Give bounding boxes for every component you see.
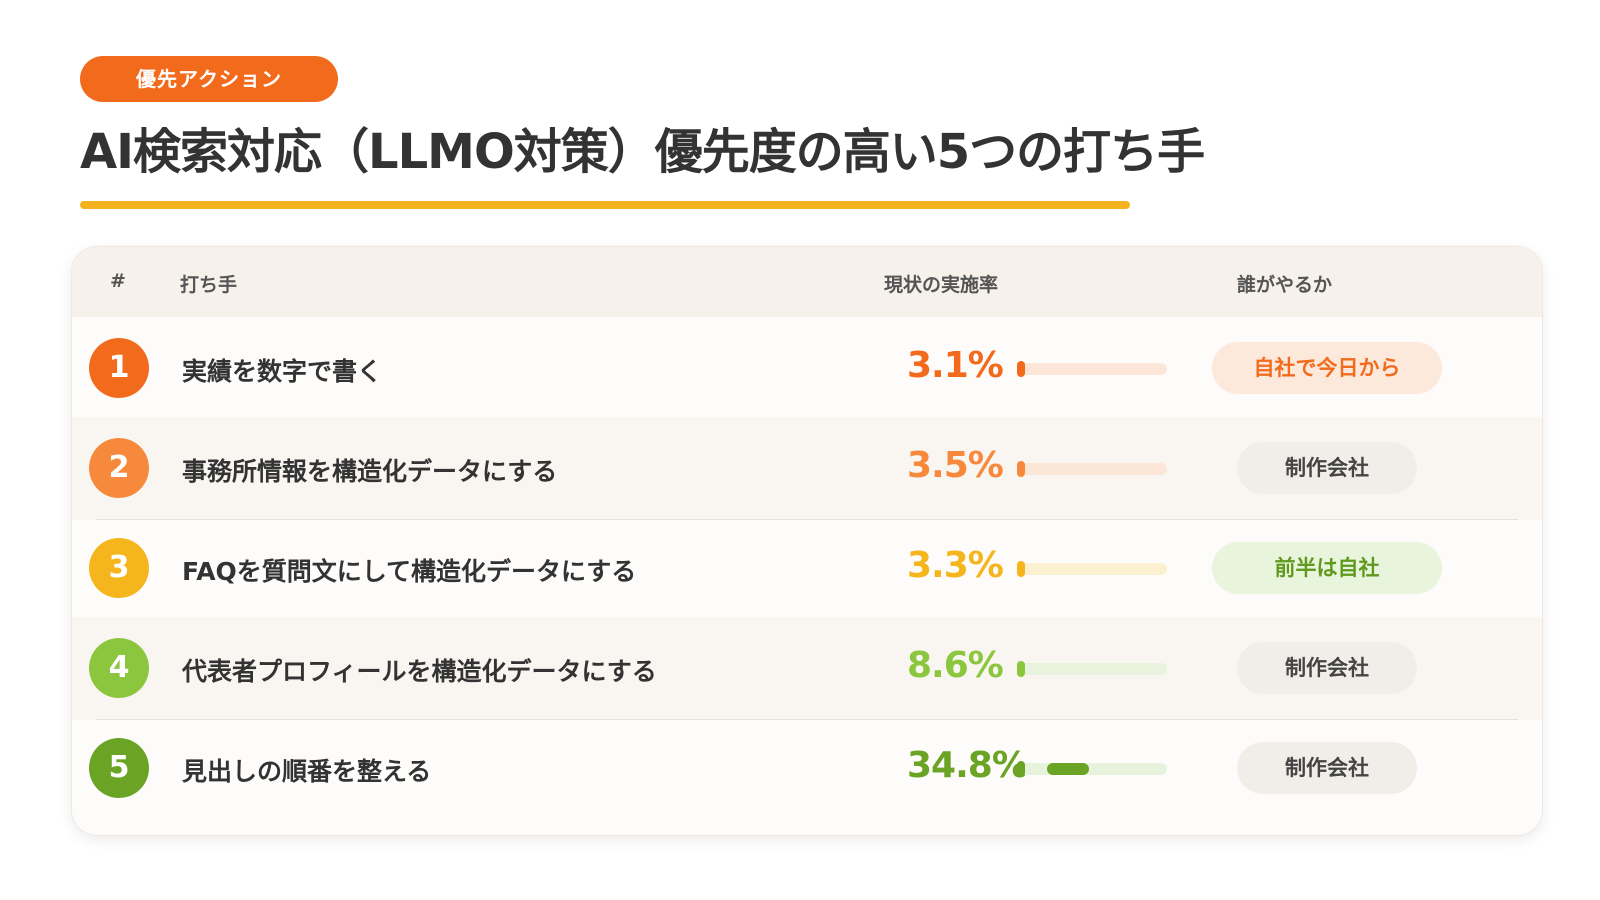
owner-badge: 制作会社 (1237, 642, 1417, 694)
rate-bar (1017, 661, 1167, 677)
title-underline (80, 201, 1130, 209)
action-label: FAQを質問文にして構造化データにする (182, 557, 637, 586)
owner-badge: 自社で今日から (1212, 342, 1442, 394)
rate-value: 3.1% (907, 345, 1004, 386)
column-header-rate: 現状の実施率 (884, 274, 999, 296)
rate-bar-start (1017, 561, 1025, 577)
action-label: 実績を数字で書く (182, 357, 383, 386)
rate-bar-start (1017, 361, 1025, 377)
column-header-owner: 誰がやるか (1237, 274, 1333, 296)
table-header: # 打ち手 現状の実施率 誰がやるか (72, 247, 1542, 317)
rate-bar-start (1017, 461, 1025, 477)
rank-number: 5 (89, 738, 149, 798)
rate-bar-start (1017, 761, 1025, 777)
table-row: 1 実績を数字で書く 3.1% 自社で今日から (72, 317, 1542, 420)
owner-badge: 前半は自社 (1212, 542, 1442, 594)
rate-bar (1017, 361, 1167, 377)
owner-badge: 制作会社 (1237, 742, 1417, 794)
action-label: 代表者プロフィールを構造化データにする (182, 657, 657, 686)
rate-bar (1017, 461, 1167, 477)
rank-number: 2 (89, 438, 149, 498)
rank-number: 3 (89, 538, 149, 598)
row-divider (96, 719, 1518, 720)
rate-bar-fill (1047, 763, 1089, 775)
owner-badge: 制作会社 (1237, 442, 1417, 494)
table-row: 5 見出しの順番を整える 34.8% 制作会社 (72, 717, 1542, 820)
table-row: 4 代表者プロフィールを構造化データにする 8.6% 制作会社 (72, 617, 1542, 720)
rate-bar (1017, 561, 1167, 577)
rate-value: 8.6% (907, 645, 1004, 686)
action-label: 見出しの順番を整える (182, 757, 432, 786)
table-row: 2 事務所情報を構造化データにする 3.5% 制作会社 (72, 417, 1542, 520)
actions-table: # 打ち手 現状の実施率 誰がやるか 1 実績を数字で書く 3.1% 自社で今日から 2… (71, 246, 1543, 836)
rank-number: 4 (89, 638, 149, 698)
rate-bar (1017, 761, 1167, 777)
column-header-action: 打ち手 (180, 274, 238, 296)
rate-value: 3.3% (907, 545, 1004, 586)
table-row: 3 FAQを質問文にして構造化データにする 3.3% 前半は自社 (72, 517, 1542, 620)
section-badge: 優先アクション (80, 56, 338, 102)
column-header-number: # (110, 270, 126, 292)
rank-number: 1 (89, 338, 149, 398)
page-title: AI検索対応（LLMO対策）優先度の高い5つの打ち手 (80, 124, 1205, 180)
rate-value: 3.5% (907, 445, 1004, 486)
row-divider (96, 519, 1518, 520)
rate-bar-start (1017, 661, 1025, 677)
rate-value: 34.8% (907, 745, 1028, 786)
action-label: 事務所情報を構造化データにする (182, 457, 558, 486)
